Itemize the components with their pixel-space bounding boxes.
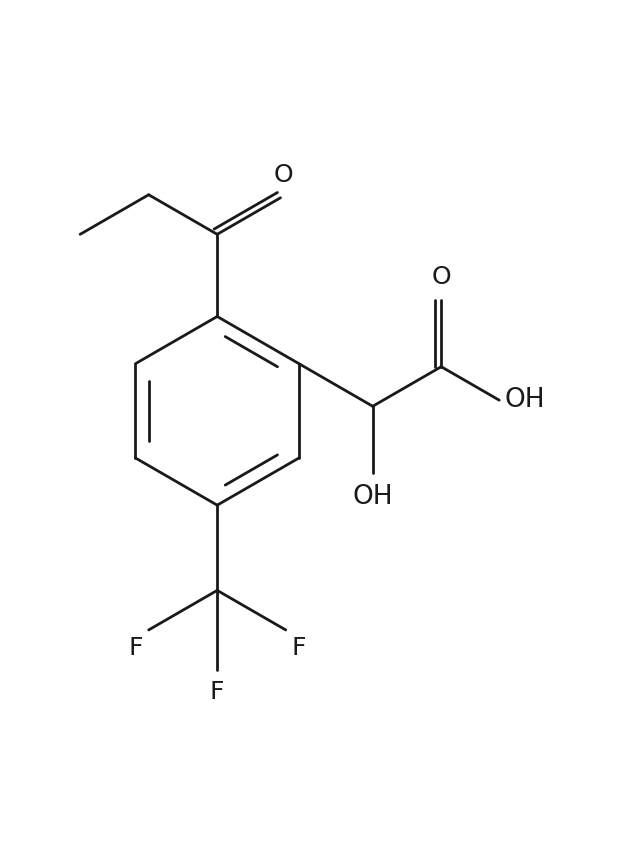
Text: F: F	[128, 636, 143, 660]
Text: OH: OH	[504, 387, 545, 413]
Text: O: O	[274, 162, 293, 187]
Text: F: F	[292, 636, 306, 660]
Text: O: O	[431, 265, 451, 288]
Text: OH: OH	[352, 484, 393, 510]
Text: F: F	[210, 680, 225, 705]
